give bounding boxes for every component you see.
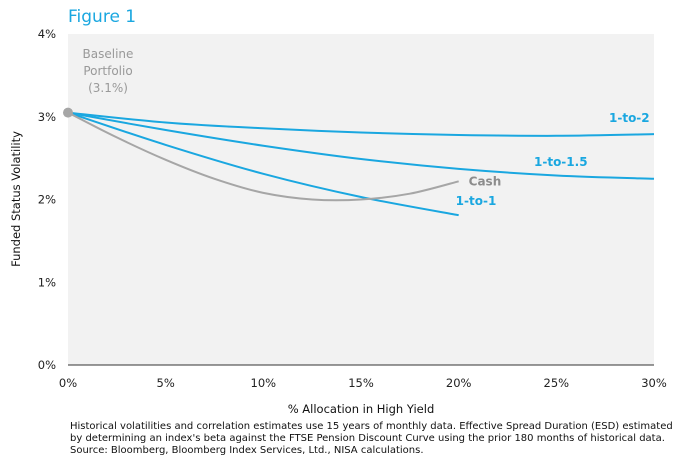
series-label-1-to-1: 1-to-1 bbox=[456, 194, 497, 208]
y-tick-label: 1% bbox=[38, 275, 56, 289]
footnote: Historical volatilities and correlation … bbox=[70, 421, 673, 457]
footnote-line-1: Historical volatilities and correlation … bbox=[70, 421, 673, 432]
y-axis-title: Funded Status Volatility bbox=[9, 131, 23, 267]
figure-title: Figure 1 bbox=[68, 7, 137, 27]
series-label-cash: Cash bbox=[469, 174, 502, 188]
x-tick-label: 15% bbox=[348, 376, 374, 390]
series-label-1-to-2: 1-to-2 bbox=[609, 111, 650, 125]
x-tick-label: 25% bbox=[544, 376, 570, 390]
baseline-label-line: Baseline bbox=[83, 47, 134, 61]
x-tick-label: 0% bbox=[59, 376, 77, 390]
x-tick-label: 10% bbox=[251, 376, 277, 390]
line-chart: 0%1%2%3%4% 0% 5% 10% 15% 20% 25% 30% 1-to-21-t… bbox=[9, 27, 667, 416]
series-line-1-to-1 bbox=[67, 111, 459, 217]
baseline-marker bbox=[63, 107, 73, 118]
series-line-1-to-1-5 bbox=[67, 111, 655, 180]
y-tick-label: 3% bbox=[38, 110, 56, 124]
series-labels: 1-to-2 1-to-1.5 1-to-1 Cash bbox=[456, 111, 650, 208]
series-label-1-to-1-5: 1-to-1.5 bbox=[534, 155, 588, 169]
x-axis-title: % Allocation in High Yield bbox=[288, 402, 435, 416]
y-axis-ticks: 0% 1% 2% 3% 4% bbox=[38, 27, 56, 372]
baseline-label-line: (3.1%) bbox=[88, 81, 128, 95]
x-tick-label: 5% bbox=[157, 376, 175, 390]
footnote-line-2: by determining an index's beta against t… bbox=[70, 433, 665, 444]
y-tick-label: 4% bbox=[38, 27, 56, 41]
x-axis-ticks: 0% 5% 10% 15% 20% 25% 30% bbox=[59, 376, 667, 390]
x-tick-label: 20% bbox=[446, 376, 472, 390]
series-lines bbox=[67, 111, 655, 217]
series-line-cash bbox=[67, 111, 459, 202]
x-tick-label: 30% bbox=[641, 376, 667, 390]
series-line-1-to-2 bbox=[67, 111, 655, 137]
y-tick-label: 2% bbox=[38, 193, 56, 207]
footnote-line-3: Source: Bloomberg, Bloomberg Index Servi… bbox=[70, 445, 424, 456]
baseline-marker-group: Baseline Portfolio (3.1%) bbox=[63, 47, 133, 118]
baseline-label-line: Portfolio bbox=[83, 64, 132, 78]
y-tick-label: 0% bbox=[38, 358, 56, 372]
